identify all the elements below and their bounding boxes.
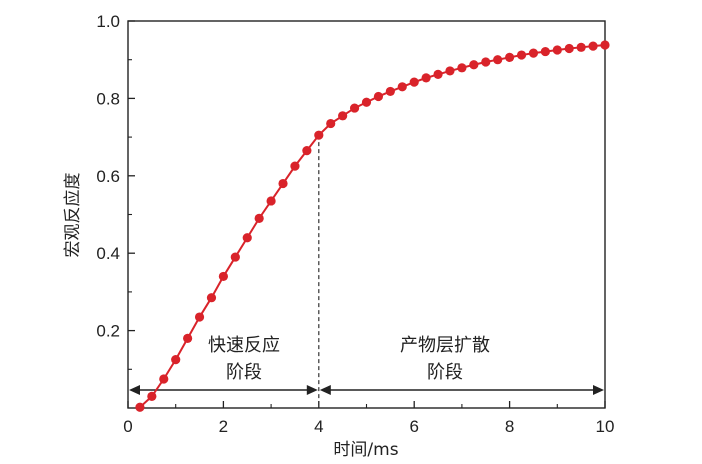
data-point (481, 57, 491, 67)
phase1-label-line2: 阶段 (226, 362, 262, 383)
data-point (445, 66, 455, 76)
x-tick-label: 0 (123, 417, 132, 436)
data-point (230, 252, 240, 262)
data-point (171, 355, 181, 365)
y-axis-title: 宏观反应度 (63, 173, 83, 258)
data-point (385, 86, 395, 97)
data-point (302, 146, 312, 156)
phase2-arrow-head-right (593, 385, 604, 395)
data-point (206, 293, 217, 303)
data-point (194, 312, 205, 322)
data-point (397, 82, 407, 92)
plot-frame (127, 20, 606, 409)
x-tick-label: 10 (596, 417, 615, 436)
data-point (457, 63, 467, 73)
y-tick-label: 0.8 (96, 89, 120, 108)
data-point (135, 402, 145, 412)
data-point (516, 50, 527, 60)
data-point (493, 55, 503, 65)
data-point (421, 73, 431, 83)
data-point (147, 391, 157, 401)
tick-marks (127, 20, 606, 408)
x-tick-label: 6 (409, 417, 418, 436)
data-point (326, 118, 336, 129)
data-point (528, 48, 539, 58)
phase2-arrow-head-left (319, 385, 331, 395)
x-tick-label: 8 (505, 417, 514, 436)
data-point (576, 42, 586, 52)
data-point (600, 40, 610, 50)
data-point (373, 91, 384, 102)
phase-arrows (129, 385, 604, 395)
series-line (139, 43, 606, 408)
data-point (314, 130, 324, 140)
data-point (505, 52, 515, 62)
x-tick-labels: 0 2 4 6 8 10 (123, 417, 614, 436)
y-tick-label: 1.0 (96, 12, 120, 31)
phase1-label-line1: 快速反应 (208, 335, 280, 356)
data-point (540, 46, 550, 57)
series-group (135, 40, 610, 412)
data-point (433, 69, 443, 80)
phase1-arrow-head-left (129, 385, 140, 395)
y-tick-label: 0.4 (96, 244, 120, 263)
y-tick-label: 0.6 (96, 167, 120, 186)
data-point (409, 77, 419, 87)
data-point (564, 43, 574, 54)
data-point (242, 233, 252, 243)
y-tick-labels: 0.2 0.4 0.6 0.8 1.0 (96, 12, 120, 341)
data-point (349, 103, 360, 113)
data-point (290, 161, 300, 171)
y-tick-label: 0.2 (96, 322, 120, 341)
x-tick-label: 2 (219, 417, 228, 436)
data-point (361, 97, 372, 107)
data-point (183, 333, 193, 343)
phase2-label-line1: 产物层扩散 (400, 335, 490, 356)
x-tick-label: 4 (314, 417, 323, 436)
data-point (278, 178, 288, 189)
x-axis-title: 时间/ms (333, 440, 398, 460)
data-point (254, 213, 264, 223)
data-point (338, 111, 348, 121)
phase1-arrow-head-right (306, 385, 318, 395)
data-point (266, 196, 276, 206)
data-point (469, 60, 479, 70)
data-point (588, 41, 598, 51)
data-point (552, 45, 562, 55)
data-point (159, 374, 169, 384)
data-point (218, 271, 228, 282)
phase2-label-line2: 阶段 (427, 362, 463, 383)
